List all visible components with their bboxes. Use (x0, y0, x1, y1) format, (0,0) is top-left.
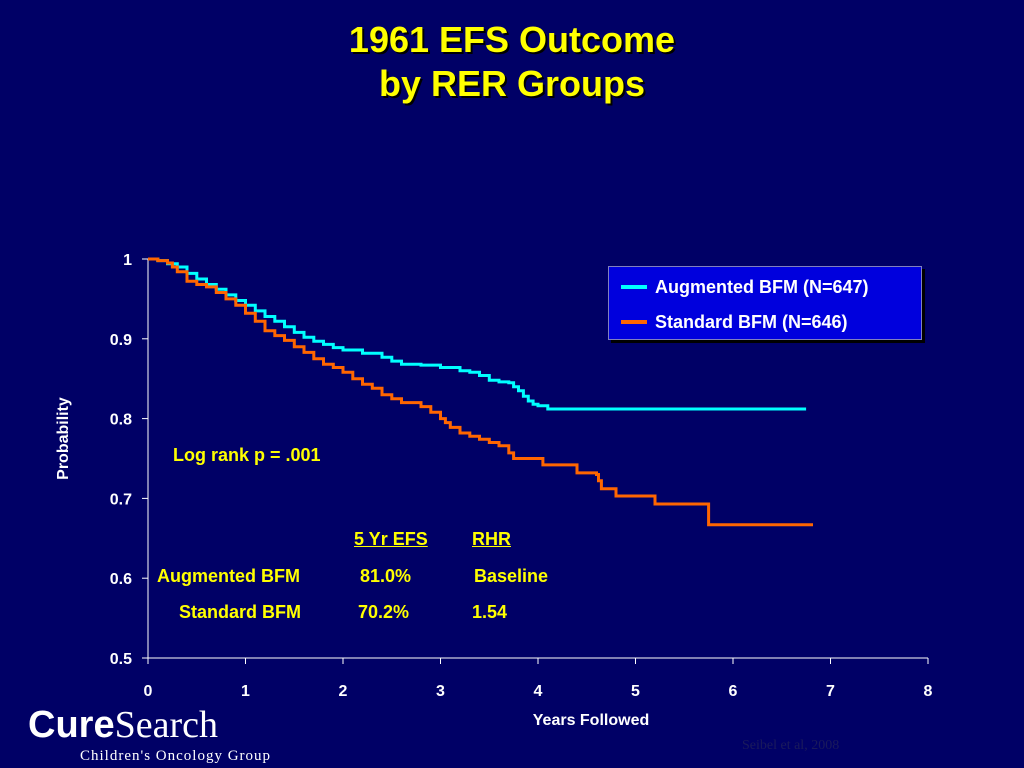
x-tick-label: 1 (241, 683, 250, 700)
table-row-augmented-efs: 81.0% (360, 566, 412, 586)
x-axis-label: Years Followed (533, 712, 649, 729)
y-axis-label: Probability (55, 397, 72, 480)
series-line-standard (148, 257, 813, 527)
title-line-2: by RER Groups (378, 63, 646, 104)
x-tick-label: 2 (339, 683, 348, 700)
y-tick-label: 0.9 (110, 332, 132, 349)
x-tick-label: 5 (631, 683, 640, 700)
y-tick-label: 0.8 (110, 412, 132, 429)
x-tick-label: 0 (144, 683, 153, 700)
table-row-augmented-group: Augmented BFM (157, 566, 300, 586)
legend-label-augmented: Augmented BFM (N=647) (655, 276, 869, 297)
legend-item-standard: Standard BFM (N=646) (621, 310, 848, 334)
legend-label-standard: Standard BFM (N=646) (655, 311, 848, 332)
table-header-efs: 5 Yr EFS (354, 529, 428, 549)
table-row-standard-rhr: 1.54 (472, 602, 508, 622)
legend-swatch-augmented (621, 285, 647, 289)
title-line-1: 1961 EFS Outcome (348, 19, 676, 60)
x-tick-label: 7 (826, 683, 835, 700)
logo-wordmark: CureSearch (28, 702, 218, 748)
x-tick-label: 8 (924, 683, 933, 700)
x-tick-label: 6 (729, 683, 738, 700)
y-tick-label: 0.6 (110, 571, 132, 588)
logo-subtitle: Children's Oncology Group (80, 748, 272, 764)
x-tick-label: 4 (534, 683, 543, 700)
log-rank-annotation: Log rank p = .001 (173, 445, 321, 465)
x-tick-label: 3 (436, 683, 445, 700)
citation: Seibel et al, 2008 (742, 738, 840, 753)
logo-search-text: Search (114, 704, 218, 746)
y-tick-label: 0.7 (110, 491, 132, 508)
logo-cure-text: Cure (28, 704, 115, 746)
table-row-standard-group: Standard BFM (179, 602, 302, 622)
curesearch-logo: CureSearch Children's Oncology Group (28, 702, 298, 768)
y-tick-label: 0.5 (110, 651, 132, 668)
series-line-augmented (148, 257, 807, 411)
chart-legend: Augmented BFM (N=647) Standard BFM (N=64… (608, 266, 922, 340)
table-row-standard-efs: 70.2% (358, 602, 410, 622)
legend-swatch-standard (621, 320, 647, 324)
legend-item-augmented: Augmented BFM (N=647) (621, 275, 869, 299)
table-header-rhr: RHR (472, 529, 511, 549)
y-tick-label: 1 (123, 252, 132, 269)
page-title: 1961 EFS Outcome by RER Groups (0, 18, 1024, 106)
table-row-augmented-rhr: Baseline (474, 566, 549, 586)
